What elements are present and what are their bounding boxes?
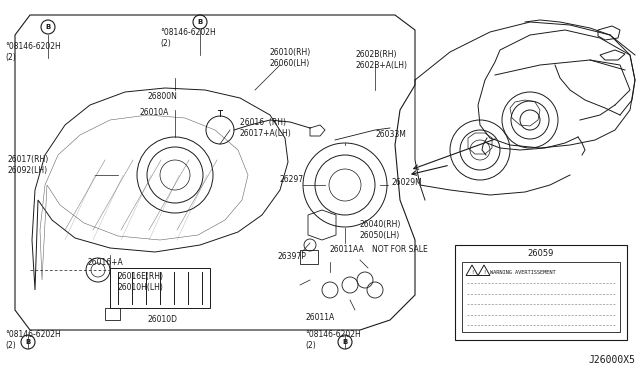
Text: B: B [342, 339, 348, 345]
Text: 2602B(RH)
2602B+A(LH): 2602B(RH) 2602B+A(LH) [355, 50, 407, 70]
Text: B: B [197, 19, 203, 25]
Text: 26016+A: 26016+A [88, 258, 124, 267]
Text: 26040(RH)
26050(LH): 26040(RH) 26050(LH) [360, 220, 401, 240]
Text: 26011AA: 26011AA [330, 245, 365, 254]
Text: 26017(RH)
26092(LH): 26017(RH) 26092(LH) [8, 155, 49, 175]
Text: °08146-6202H
(2): °08146-6202H (2) [305, 330, 361, 350]
Bar [462, 262, 620, 332]
Text: 26397P: 26397P [278, 252, 307, 261]
Bar [105, 308, 120, 320]
Text: 26016  (RH)
26017+A(LH): 26016 (RH) 26017+A(LH) [240, 118, 292, 138]
Text: 26016E(RH)
26010H(LH): 26016E(RH) 26010H(LH) [118, 272, 164, 292]
Text: °08146-6202H
(2): °08146-6202H (2) [5, 42, 61, 62]
Text: J26000X5: J26000X5 [588, 355, 635, 365]
Text: 26010D: 26010D [148, 315, 178, 324]
Text: B: B [26, 339, 31, 345]
Text: 26011A: 26011A [305, 313, 334, 322]
Text: °08146-6202H
(2): °08146-6202H (2) [160, 28, 216, 48]
Text: °08146-6202H
(2): °08146-6202H (2) [5, 330, 61, 350]
Bar [300, 250, 318, 264]
Bar [110, 268, 210, 308]
Text: 26010(RH)
26060(LH): 26010(RH) 26060(LH) [270, 48, 311, 68]
Text: B: B [45, 24, 51, 30]
Text: 26010A: 26010A [140, 108, 170, 117]
Text: 26029M: 26029M [392, 178, 423, 187]
Text: NOT FOR SALE: NOT FOR SALE [372, 245, 428, 254]
Bar [455, 245, 627, 340]
Text: 26297: 26297 [280, 175, 304, 184]
Text: 26059: 26059 [528, 249, 554, 258]
Text: 26800N: 26800N [148, 92, 178, 101]
Text: 26033M: 26033M [375, 130, 406, 139]
Text: !: ! [471, 270, 473, 275]
Text: WARNING AVERTISSEMENT: WARNING AVERTISSEMENT [490, 269, 556, 275]
Text: !: ! [483, 270, 485, 275]
